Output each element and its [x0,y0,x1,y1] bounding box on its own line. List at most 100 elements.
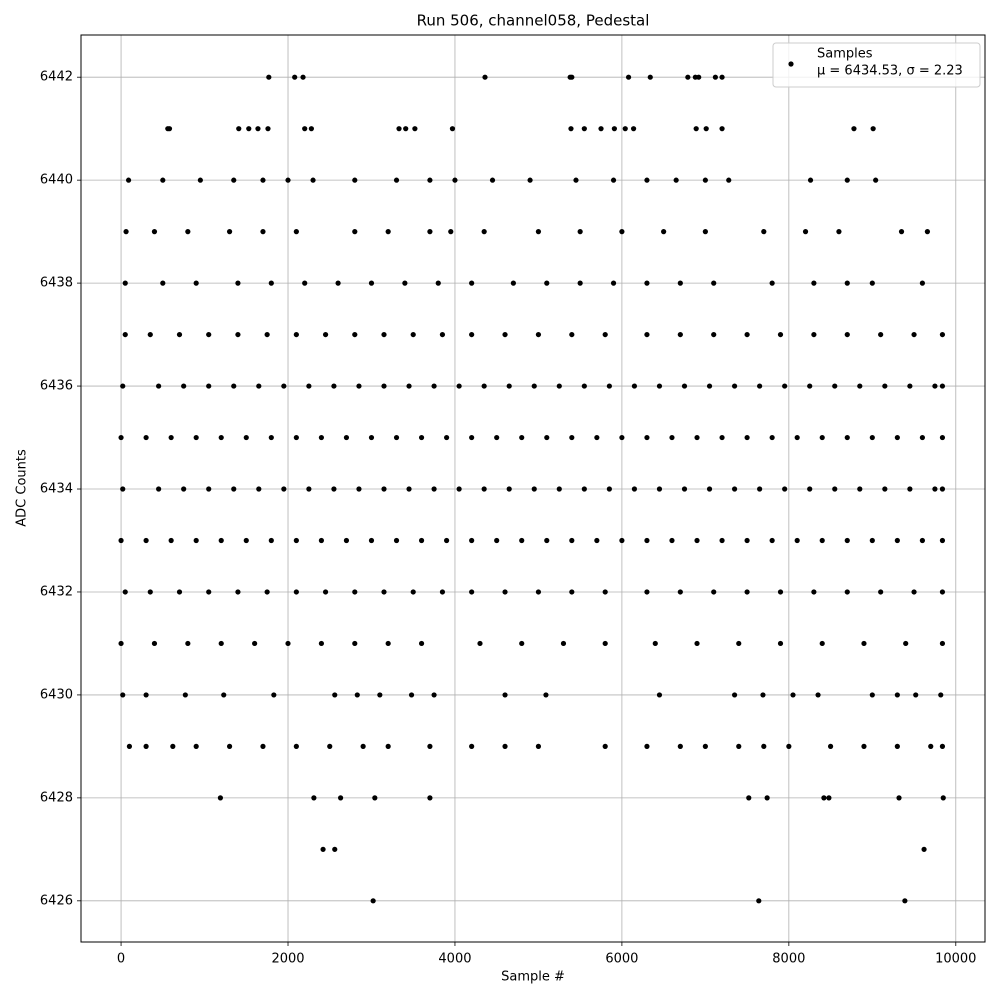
point [285,177,291,183]
point [894,743,900,749]
point [506,486,512,492]
point [731,692,738,698]
point [502,331,508,338]
point [292,74,298,80]
y-tick-label: 6438 [40,276,73,291]
point [712,74,718,80]
point [182,692,188,698]
point [631,383,638,389]
point [343,434,350,441]
point [625,74,632,80]
point [882,383,888,389]
point [644,434,650,441]
point [293,229,299,235]
point [368,280,375,286]
point [396,126,402,132]
point [385,229,391,235]
point [217,795,223,801]
point [878,589,884,595]
point [206,331,212,338]
point [693,126,699,132]
point [256,383,262,389]
point [268,537,274,544]
point [166,126,173,132]
point [932,383,938,389]
legend-label: Samples [817,47,873,62]
point [118,434,124,441]
point [761,743,767,749]
point [502,589,508,595]
point [469,434,475,441]
point [815,692,821,698]
point [118,537,124,544]
point [606,486,612,492]
legend: Samples μ = 6434.53, σ = 2.23 [772,42,981,88]
point [644,743,650,749]
point [913,692,919,698]
point [656,486,663,492]
point [352,331,358,338]
point [777,331,784,338]
point [939,383,946,389]
point [602,331,608,338]
point [794,434,800,441]
point [832,383,838,389]
point [122,589,128,595]
point [418,537,425,544]
point [318,640,324,647]
point [260,177,266,183]
point [306,486,312,492]
point [337,795,344,801]
point [907,383,913,389]
point [870,126,876,132]
point [151,640,158,647]
point [544,434,550,441]
legend-note: μ = 6434.53, σ = 2.23 [817,64,963,79]
point [940,795,946,801]
y-tick-label: 6428 [40,790,73,805]
point [569,74,575,80]
point [819,640,825,647]
point [368,434,375,441]
point [543,692,549,698]
point [569,589,575,595]
point [647,74,653,80]
point [354,692,360,698]
x-tick-label: 6000 [605,952,638,967]
point [807,486,813,492]
point [731,383,738,389]
point [569,537,575,544]
point [939,537,946,544]
point [243,537,249,544]
point [938,692,944,698]
point [393,177,400,183]
point [456,383,462,389]
point [746,795,752,801]
point [869,280,875,286]
point [427,177,433,183]
point [352,177,358,183]
point [322,589,329,595]
point [519,537,525,544]
point [193,537,199,544]
point [894,434,900,441]
point [439,589,446,595]
point [231,486,237,492]
point [293,434,299,441]
point [821,795,827,801]
point [744,589,750,595]
point [802,229,809,235]
point [631,486,638,492]
point [235,589,241,595]
point [656,383,663,389]
point [482,74,488,80]
point [393,537,400,544]
point [594,537,600,544]
point [268,280,274,286]
point [782,383,788,389]
point [807,383,813,389]
point [381,383,387,389]
point [469,331,475,338]
